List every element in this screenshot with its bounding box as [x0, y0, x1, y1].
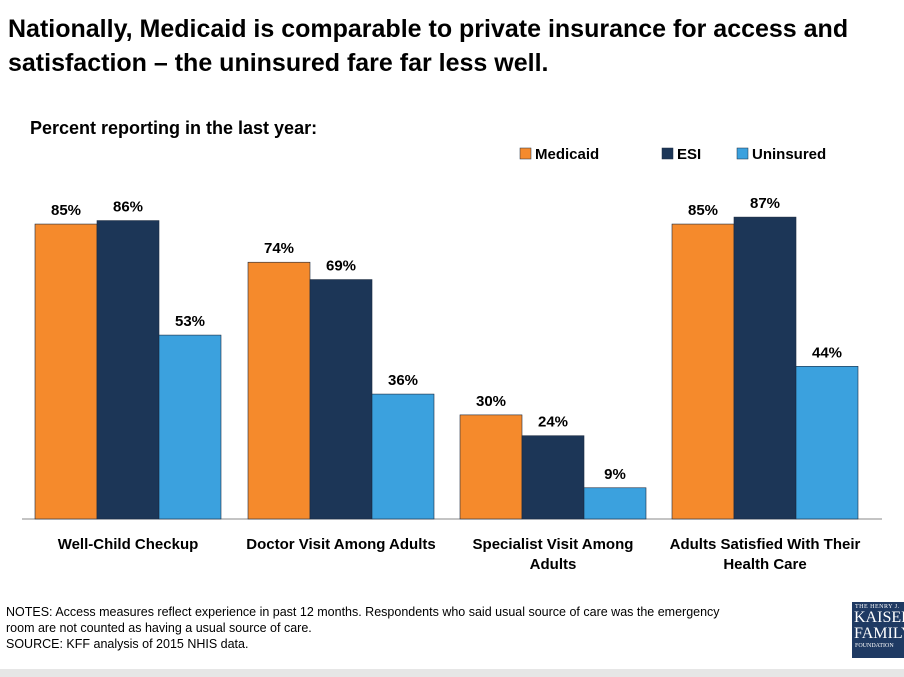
data-label: 85%	[688, 202, 718, 219]
data-label: 44%	[812, 344, 842, 361]
bar-esi	[96, 220, 160, 520]
chart-title: Nationally, Medicaid is comparable to pr…	[8, 15, 849, 77]
category-label: Health Care	[723, 556, 806, 573]
notes-line: room are not counted as having a usual s…	[6, 621, 312, 635]
category-label: Doctor Visit Among Adults	[246, 536, 435, 553]
bar-medicaid	[671, 223, 735, 520]
bar-chart: 85% 86% 53% Well-Child Checkup 74% 69% 36% Doct…	[22, 146, 882, 573]
category-label: Adults	[530, 556, 577, 573]
notes-block: NOTES: Access measures reflect experienc…	[6, 604, 836, 652]
bar-medicaid	[34, 223, 98, 520]
bar-uninsured	[158, 334, 222, 520]
legend-swatch-esi	[661, 147, 674, 160]
data-label: 24%	[538, 414, 568, 431]
data-label: 74%	[264, 240, 294, 257]
legend-swatch-medicaid	[519, 147, 532, 160]
source-line: SOURCE: KFF analysis of 2015 NHIS data.	[6, 637, 249, 651]
category-label: Well-Child Checkup	[58, 536, 199, 553]
data-label: 36%	[388, 372, 418, 389]
category-label: Adults Satisfied With Their	[670, 536, 861, 553]
notes-line: NOTES: Access measures reflect experienc…	[6, 605, 720, 619]
data-label: 86%	[113, 199, 143, 216]
data-label: 87%	[750, 195, 780, 212]
category-label: Specialist Visit Among	[473, 536, 634, 553]
data-label: 85%	[51, 202, 81, 219]
data-label: 9%	[604, 466, 626, 483]
bar-medicaid	[247, 261, 311, 520]
chart-subtitle: Percent reporting in the last year:	[30, 118, 318, 138]
legend-label: Uninsured	[752, 146, 826, 163]
data-label: 69%	[326, 258, 356, 275]
bar-uninsured	[795, 366, 859, 520]
data-label: 30%	[476, 393, 506, 410]
bar-esi	[521, 435, 585, 520]
legend-swatch-uninsured	[736, 147, 749, 160]
bar-uninsured	[583, 487, 647, 520]
data-label: 53%	[175, 313, 205, 330]
bar-esi	[309, 279, 373, 520]
bar-uninsured	[371, 393, 435, 520]
bottom-strip	[0, 669, 904, 677]
bar-medicaid	[459, 414, 523, 520]
legend-label: ESI	[677, 146, 701, 163]
bar-esi	[733, 216, 797, 520]
kff-logo: THE HENRY J. KAISER FAMILY FOUNDATION	[852, 602, 904, 658]
legend-label: Medicaid	[535, 146, 599, 163]
